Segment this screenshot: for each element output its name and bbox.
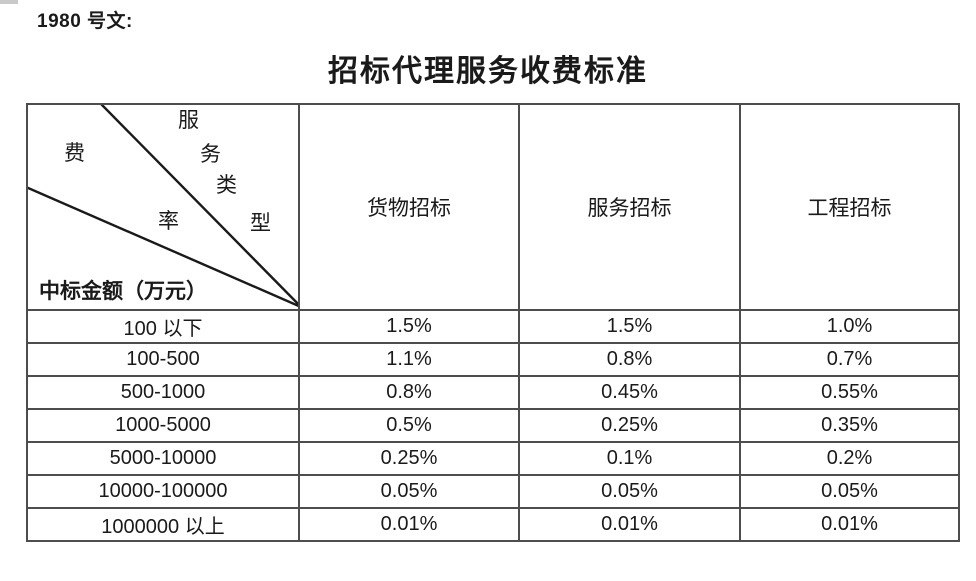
rate-cell: 0.25% <box>298 441 520 476</box>
column-header-goods: 货物招标 <box>298 103 520 311</box>
service-type-char-4: 型 <box>250 211 271 235</box>
row-range-label: 10000-100000 <box>26 474 300 509</box>
rate-cell: 1.1% <box>298 342 520 377</box>
rate-cell: 1.5% <box>518 309 741 344</box>
rate-cell: 0.35% <box>739 408 960 443</box>
service-type-char-3: 类 <box>216 173 237 197</box>
rate-cell: 1.5% <box>298 309 520 344</box>
rate-cell: 0.01% <box>518 507 741 542</box>
fee-char-1: 费 <box>64 141 85 165</box>
diagonal-lines <box>29 106 297 307</box>
rate-cell: 0.1% <box>518 441 741 476</box>
amount-axis-label: 中标金额（万元） <box>39 279 207 303</box>
table-row: 100-500 1.1% 0.8% 0.7% <box>26 342 960 377</box>
table-row: 500-1000 0.8% 0.45% 0.55% <box>26 375 960 410</box>
table-row: 100 以下 1.5% 1.5% 1.0% <box>26 309 960 344</box>
row-range-label: 100 以下 <box>26 309 300 344</box>
row-range-label: 1000-5000 <box>26 408 300 443</box>
row-range-label: 5000-10000 <box>26 441 300 476</box>
diagonal-header-content: 服 务 类 型 费 率 中标金额（万元） <box>29 106 297 308</box>
row-range-label: 100-500 <box>26 342 300 377</box>
rate-cell: 0.2% <box>739 441 960 476</box>
table-header-row: 服 务 类 型 费 率 中标金额（万元） 货物招标 服务招标 工程招标 <box>26 103 960 311</box>
rate-cell: 1.0% <box>739 309 960 344</box>
rate-cell: 0.25% <box>518 408 741 443</box>
fee-char-2: 率 <box>158 209 179 233</box>
service-type-char-1: 服 <box>178 108 199 132</box>
rate-cell: 0.01% <box>739 507 960 542</box>
diagonal-header-cell: 服 务 类 型 费 率 中标金额（万元） <box>26 103 300 311</box>
rate-cell: 0.7% <box>739 342 960 377</box>
rate-cell: 0.01% <box>298 507 520 542</box>
rate-cell: 0.05% <box>739 474 960 509</box>
service-type-char-2: 务 <box>200 142 221 166</box>
fee-standard-table: 服 务 类 型 费 率 中标金额（万元） 货物招标 服务招标 工程招标 100 … <box>26 103 960 542</box>
row-range-label: 1000000 以上 <box>26 507 300 542</box>
table-row: 1000-5000 0.5% 0.25% 0.35% <box>26 408 960 443</box>
rate-cell: 0.5% <box>298 408 520 443</box>
column-header-works: 工程招标 <box>739 103 960 311</box>
rate-cell: 0.55% <box>739 375 960 410</box>
rate-cell: 0.8% <box>518 342 741 377</box>
table-row: 10000-100000 0.05% 0.05% 0.05% <box>26 474 960 509</box>
column-header-services: 服务招标 <box>518 103 741 311</box>
document-number: 1980 号文: <box>37 11 133 32</box>
table-row: 5000-10000 0.25% 0.1% 0.2% <box>26 441 960 476</box>
table-row: 1000000 以上 0.01% 0.01% 0.01% <box>26 507 960 542</box>
rate-cell: 0.8% <box>298 375 520 410</box>
rate-cell: 0.45% <box>518 375 741 410</box>
rate-cell: 0.05% <box>298 474 520 509</box>
row-range-label: 500-1000 <box>26 375 300 410</box>
page-title: 招标代理服务收费标准 <box>328 55 648 88</box>
screen-edge-artifact <box>0 0 18 4</box>
rate-cell: 0.05% <box>518 474 741 509</box>
